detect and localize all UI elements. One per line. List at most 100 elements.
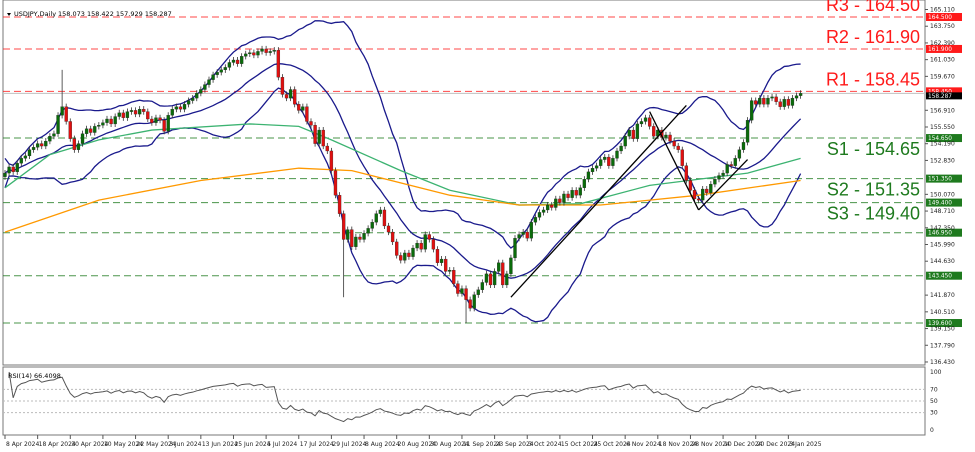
candle-bull xyxy=(721,172,725,176)
candle-bull xyxy=(174,106,179,110)
level-label: R3 - 164.50 xyxy=(826,0,920,15)
candle-bear xyxy=(395,241,399,256)
price-tick-label: 154.190 xyxy=(930,141,955,148)
level-price-tag-text: 139.600 xyxy=(928,321,952,327)
candle-bull xyxy=(615,150,619,159)
trendline xyxy=(698,159,749,211)
rsi-layer xyxy=(3,371,925,423)
candle-bull xyxy=(643,117,648,122)
moving-average-orange xyxy=(4,167,801,233)
candle-bull xyxy=(623,136,627,147)
candle-bear xyxy=(652,126,656,137)
bollinger-middle-band xyxy=(4,63,802,279)
candle-bull xyxy=(529,222,533,239)
candle-bull xyxy=(770,96,774,99)
candle-bull xyxy=(741,142,746,150)
candle-bull xyxy=(586,171,591,180)
candle-bear xyxy=(688,180,693,191)
level-price-tag-text: 154.650 xyxy=(928,136,952,142)
level-price-tag xyxy=(926,13,962,21)
candle-bull xyxy=(362,233,366,240)
candle-bull xyxy=(439,258,444,263)
candle-bull xyxy=(599,159,603,166)
candle-bear xyxy=(550,204,554,208)
candle-bull xyxy=(93,126,97,133)
candle-bull xyxy=(717,175,721,180)
date-tick-label: 17 Jul 2024 xyxy=(300,441,334,448)
candle-bull xyxy=(3,172,7,177)
candle-bull xyxy=(260,48,264,52)
price-tick-label: 165.110 xyxy=(930,7,955,14)
candle-bear xyxy=(786,99,791,106)
chart-header: USDJPY,Daily 158.073 158.422 157.929 158… xyxy=(7,10,172,18)
price-tick-label: 145.990 xyxy=(930,241,955,248)
date-tick-label: 28 Nov 2024 xyxy=(691,441,730,448)
candle-bull xyxy=(272,50,276,52)
candle-bull xyxy=(709,183,713,193)
price-tick-label: 141.870 xyxy=(930,292,955,299)
candle-bull xyxy=(790,97,795,106)
candle-bear xyxy=(774,96,778,102)
rsi-title: RSI(14) 66.4098 xyxy=(8,372,61,380)
date-tick-label: 10 May 2024 xyxy=(104,441,143,448)
date-tick-label: 3 Jun 2024 xyxy=(169,441,201,448)
candle-bull xyxy=(749,100,754,121)
level-price-tag-text: 158.450 xyxy=(928,89,952,95)
candle-bear xyxy=(333,170,338,196)
price-axis[interactable]: 164.500 161.900 158.450 154.650 151.350 149.4… xyxy=(925,7,962,434)
candle-bull xyxy=(60,106,64,116)
candle-bear xyxy=(252,52,256,56)
candle-bull xyxy=(182,104,187,110)
candle-bear xyxy=(488,273,493,286)
candle-bear xyxy=(350,229,354,247)
rsi-tick-label: 50 xyxy=(930,398,938,405)
candle-bear xyxy=(525,231,529,239)
date-tick-label: 20 Dec 2024 xyxy=(757,441,796,448)
candle-bear xyxy=(142,109,146,112)
candle-bull xyxy=(317,129,321,144)
candle-bull xyxy=(105,118,109,123)
candle-bull xyxy=(19,158,23,164)
candle-bull xyxy=(590,168,595,173)
candle-bull xyxy=(44,140,48,147)
candle-bull xyxy=(411,247,415,257)
candle-bull xyxy=(509,257,513,275)
rsi-tick-label: 0 xyxy=(930,427,934,434)
trendline xyxy=(510,105,687,298)
current-price-tag xyxy=(926,92,962,100)
candle-bear xyxy=(386,225,391,233)
candle-bull xyxy=(244,53,248,57)
date-tick-label: 5 Jul 2024 xyxy=(267,441,297,448)
candle-bull xyxy=(374,213,378,223)
candle-bull xyxy=(582,179,587,188)
candle-bear xyxy=(305,106,309,122)
price-tick-label: 136.430 xyxy=(930,359,955,366)
price-tick-label: 162.390 xyxy=(930,40,955,47)
level-price-tag xyxy=(926,228,962,237)
current-price-tag-text: 158.287 xyxy=(928,94,952,100)
candle-bear xyxy=(435,249,440,263)
level-price-tag xyxy=(926,134,962,143)
candle-bear xyxy=(325,145,329,152)
bollinger-lower-band xyxy=(4,87,802,323)
candle-bull xyxy=(211,74,215,80)
rsi-line xyxy=(8,371,801,423)
symbol-label: USDJPY,Daily xyxy=(14,10,56,18)
price-pane[interactable] xyxy=(2,0,926,366)
candles-layer xyxy=(3,45,803,324)
candle-bull xyxy=(403,252,407,261)
dropdown-triangle-icon[interactable] xyxy=(7,13,11,16)
candle-bear xyxy=(309,121,313,126)
candle-bull xyxy=(664,134,668,138)
candle-bull xyxy=(170,109,174,116)
candle-bull xyxy=(256,51,260,56)
candle-bear xyxy=(121,112,125,118)
candle-bull xyxy=(366,228,370,234)
price-tick-label: 144.630 xyxy=(930,258,955,265)
candle-bear xyxy=(64,106,68,122)
level-price-tag xyxy=(926,198,962,207)
date-tick-label: 18 Apr 2024 xyxy=(39,441,76,448)
candle-bull xyxy=(533,217,538,223)
candle-bear xyxy=(696,198,701,201)
